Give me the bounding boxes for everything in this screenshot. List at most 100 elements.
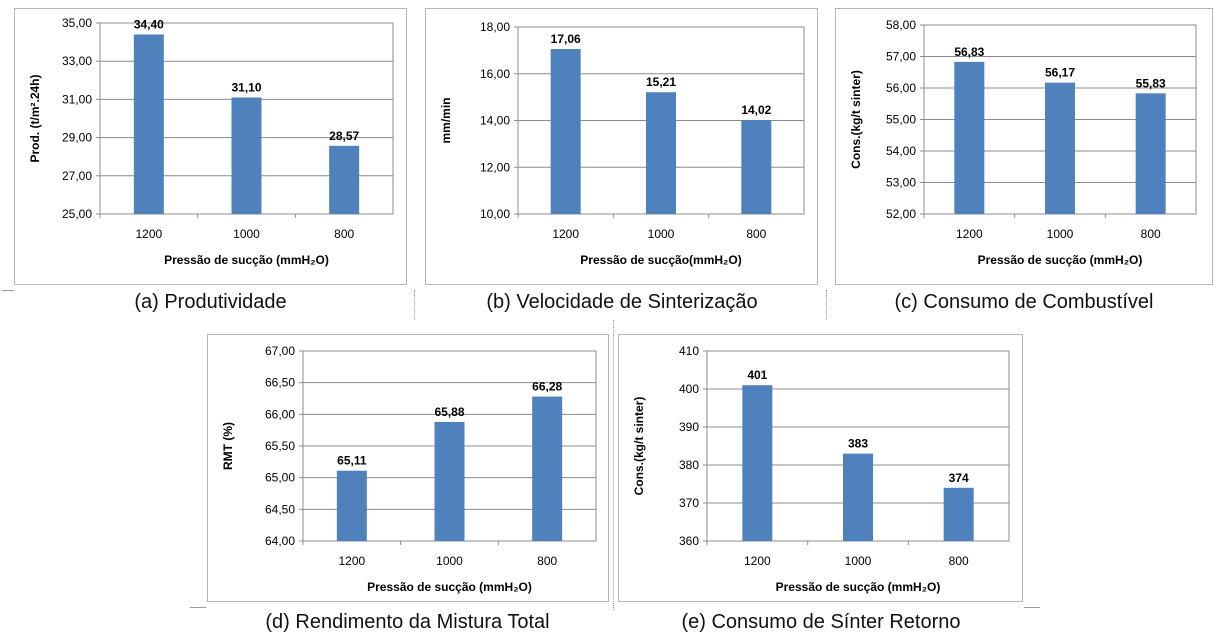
x-tick-label: 1000 [436,554,463,568]
x-tick-label: 800 [334,227,354,241]
chart-d: 64,00 64,50 65,00 65,50 66,00 66,50 67,00 65,11… [221,344,597,594]
bar [954,61,985,215]
x-tick-label: 1000 [648,227,675,241]
y-tick-label: 33,00 [62,54,92,68]
data-label: 28,57 [329,129,359,143]
y-tick-label: 12,00 [480,160,510,174]
y-tick-label: 67,00 [265,344,295,358]
y-tick-label: 27,00 [62,169,92,183]
chart-b: 10,00 12,00 14,00 16,00 18,00 17,06 1200 15,21 1… [439,20,805,267]
y-tick-label: 380 [679,458,699,472]
y-tick-label: 66,00 [265,407,295,421]
y-tick-label: 64,50 [265,502,295,516]
y-tick-label: 66,50 [265,376,295,390]
x-tick-label: 800 [537,554,557,568]
chart-b-frame: 10,00 12,00 14,00 16,00 18,00 17,06 1200 15,21 1… [425,8,818,285]
chart-a: 25,00 27,00 29,00 31,00 33,00 35,00 34,40 1200 3… [28,16,394,267]
x-axis-label: Pressão de sucção (mmH₂O) [164,253,329,267]
y-tick-label: 31,00 [62,92,92,106]
divider-bottom-left [190,607,206,608]
y-tick-label: 65,00 [265,471,295,485]
y-tick-label: 64,00 [265,534,295,548]
y-tick-label: 16,00 [480,67,510,81]
data-label: 17,06 [551,32,581,46]
bar [329,145,360,214]
y-tick-label: 25,00 [62,207,92,221]
y-tick-label: 65,50 [265,439,295,453]
y-tick-label: 54,00 [886,144,916,158]
data-label: 383 [848,437,868,451]
x-tick-label: 800 [746,227,766,241]
y-tick-label: 10,00 [480,207,510,221]
caption-c: (c) Consumo de Combustível [894,291,1154,313]
bar [550,48,581,214]
data-label: 56,17 [1045,66,1075,80]
x-axis-label: Pressão de sucção (mmH₂O) [978,253,1143,267]
y-tick-label: 53,00 [886,176,916,190]
x-tick-label: 1200 [338,554,365,568]
bar [532,396,563,541]
x-tick-label: 800 [949,554,969,568]
chart-a-frame: 25,00 27,00 29,00 31,00 33,00 35,00 34,40 1200 3… [14,8,407,285]
y-tick-label: 57,00 [886,50,916,64]
x-axis-label: Pressão de sucção(mmH₂O) [580,253,741,267]
data-label: 374 [949,471,969,485]
y-axis-label: RMT (%) [221,422,235,470]
data-label: 56,83 [954,45,984,59]
data-label: 34,40 [134,17,164,31]
data-label: 401 [747,368,767,382]
y-tick-label: 400 [679,382,699,396]
bar [1135,93,1166,214]
bar [741,120,772,214]
bar [133,34,164,215]
chart-e-frame: 360 370 380 390 400 410 401 1200 383 1000 374 800 Pr… [618,334,1023,602]
y-axis-label: Prod. (t/m².24h) [28,74,42,162]
y-tick-label: 18,00 [480,20,510,34]
divider-top-2 [826,290,827,320]
data-label: 15,21 [646,75,676,89]
x-tick-label: 1200 [956,227,983,241]
bar [843,453,873,541]
chart-c: 52,00 53,00 54,00 55,00 56,00 57,00 58,00 56,83… [849,18,1197,267]
y-tick-label: 410 [679,344,699,358]
caption-d: (d) Rendimento da Mistura Total [265,611,550,633]
x-axis-label: Pressão de sucção (mmH₂O) [367,580,532,594]
data-label: 66,28 [532,380,562,394]
x-tick-label: 1200 [552,227,579,241]
bar [336,470,367,541]
data-label: 55,83 [1136,76,1166,90]
y-axis-label: mm/min [439,97,453,143]
chart-c-frame: 52,00 53,00 54,00 55,00 56,00 57,00 58,00 56,83… [835,8,1213,285]
y-axis-label: Cons.(kg/t sinter) [632,397,646,496]
divider-bottom-mid [613,320,614,610]
y-tick-label: 360 [679,534,699,548]
data-label: 65,11 [337,454,367,468]
y-tick-label: 14,00 [480,114,510,128]
data-label: 65,88 [434,405,464,419]
x-tick-label: 1000 [233,227,260,241]
x-tick-label: 1000 [845,554,872,568]
divider-top-1 [414,290,415,320]
chart-e: 360 370 380 390 400 410 401 1200 383 1000 374 800 Pr… [632,344,1010,594]
y-tick-label: 35,00 [62,16,92,30]
y-tick-label: 52,00 [886,207,916,221]
chart-d-frame: 64,00 64,50 65,00 65,50 66,00 66,50 67,00 65,11… [207,334,609,602]
bar [742,385,773,541]
bar [231,97,262,214]
caption-a: (a) Produtividade [134,291,287,313]
x-tick-label: 800 [1141,227,1161,241]
y-axis-label: Cons.(kg/t sinter) [849,70,863,169]
x-tick-label: 1000 [1047,227,1074,241]
y-tick-label: 55,00 [886,113,916,127]
bar [1045,82,1075,215]
caption-b: (b) Velocidade de Sinterização [486,291,758,313]
caption-e: (e) Consumo de Sínter Retorno [681,611,961,633]
x-axis-label: Pressão de sucção (mmH₂O) [776,580,941,594]
x-tick-label: 1200 [135,227,162,241]
divider-top-left [2,290,14,291]
y-tick-label: 390 [679,420,699,434]
bar [434,421,465,541]
y-tick-label: 29,00 [62,131,92,145]
y-tick-label: 56,00 [886,81,916,95]
data-label: 14,02 [741,103,771,117]
